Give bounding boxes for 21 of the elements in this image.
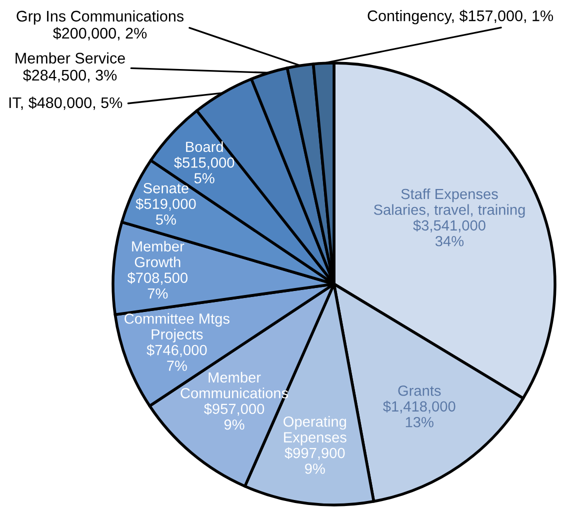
data-label: $515,000 5% (174, 156, 234, 184)
data-label: $708,500 7% (127, 272, 188, 299)
slice-label: IT, $480,000, 5% (9, 96, 122, 110)
slice-label: Senate (144, 183, 188, 194)
data-label: $3,541,000 34% (413, 220, 486, 246)
slice-label: Staff Expenses Salaries, travel, training (374, 188, 525, 218)
slice-label: Grp Ins Communications (16, 10, 184, 25)
slice-label: Grants (398, 386, 441, 396)
data-label: $519,000 5% (136, 198, 196, 225)
slice-label: Member Growth (132, 240, 184, 268)
data-label: $957,000 9% (204, 403, 264, 430)
slice-label: Contingency, $157,000, 1% (368, 10, 554, 24)
data-label: $746,000 7% (146, 344, 207, 371)
slice-label: Committee Mtgs Projects (124, 313, 230, 342)
data-label: $284,500, 3% (23, 69, 117, 82)
data-label: $1,418,000 13% (383, 400, 456, 428)
data-label: $997,900 9% (284, 447, 345, 474)
slice-label: Board (186, 141, 223, 152)
slice-label: Operating Expenses (284, 416, 346, 446)
slice-label: Member Service (16, 52, 125, 64)
data-label: $200,000, 2% (53, 27, 147, 40)
